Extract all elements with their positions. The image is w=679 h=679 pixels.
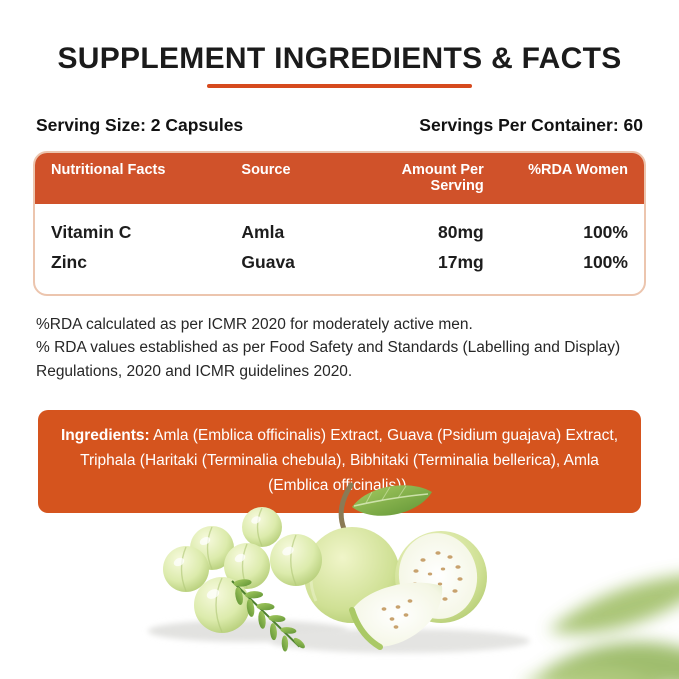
blurred-leaf: [531, 575, 679, 679]
page-title: SUPPLEMENT INGREDIENTS & FACTS: [57, 42, 622, 75]
amla-guava-photo: [148, 482, 679, 679]
amla-berries: [163, 507, 322, 633]
col-header-source: Source: [241, 162, 291, 178]
col-header-rda: %RDA Women: [528, 162, 628, 178]
col-header-amount: Amount Per Serving: [401, 162, 484, 194]
serving-size: Serving Size: 2 Capsules: [36, 115, 244, 135]
ingredients-box: Ingredients: Amla (Emblica officinalis) …: [38, 409, 641, 514]
rda-notes: %RDA calculated as per ICMR 2020 for mod…: [36, 313, 643, 383]
ingredients-text: Amla (Emblica officinalis) Extract, Guav…: [80, 426, 619, 494]
rda-note-line2: % RDA values established as per Food Saf…: [36, 339, 621, 380]
cell-amount: 80mg: [438, 222, 484, 242]
guava-wedge: [349, 582, 443, 650]
servings-per-container: Servings Per Container: 60: [419, 115, 643, 135]
rda-note-line1: %RDA calculated as per ICMR 2020 for mod…: [36, 316, 473, 333]
cell-rda: 100%: [583, 222, 628, 242]
nutrition-table-header: Nutritional Facts Source Amount Per Serv…: [35, 153, 644, 204]
title-underline: [207, 84, 472, 88]
table-row: Vitamin C Amla 80mg 100%: [51, 218, 628, 248]
nutrition-table-body: Vitamin C Amla 80mg 100% Zinc Guava 17mg…: [35, 204, 644, 294]
leaf-sprig: [231, 579, 305, 652]
cell-source: Amla: [241, 222, 285, 242]
col-header-nutritional-facts: Nutritional Facts: [51, 162, 166, 178]
table-row: Zinc Guava 17mg 100%: [51, 248, 628, 278]
cell-amount: 17mg: [438, 252, 484, 272]
cell-nutrient: Zinc: [51, 252, 87, 272]
guava-leaf: [352, 485, 432, 516]
cell-rda: 100%: [583, 252, 628, 272]
serving-info-row: Serving Size: 2 Capsules Servings Per Co…: [36, 115, 643, 136]
cell-nutrient: Vitamin C: [51, 222, 132, 242]
ingredients-label: Ingredients:: [60, 426, 150, 444]
guava-seeds: [381, 599, 413, 629]
cell-source: Guava: [241, 252, 295, 272]
nutrition-table: Nutritional Facts Source Amount Per Serv…: [33, 151, 646, 296]
guava-stem: [338, 482, 354, 532]
